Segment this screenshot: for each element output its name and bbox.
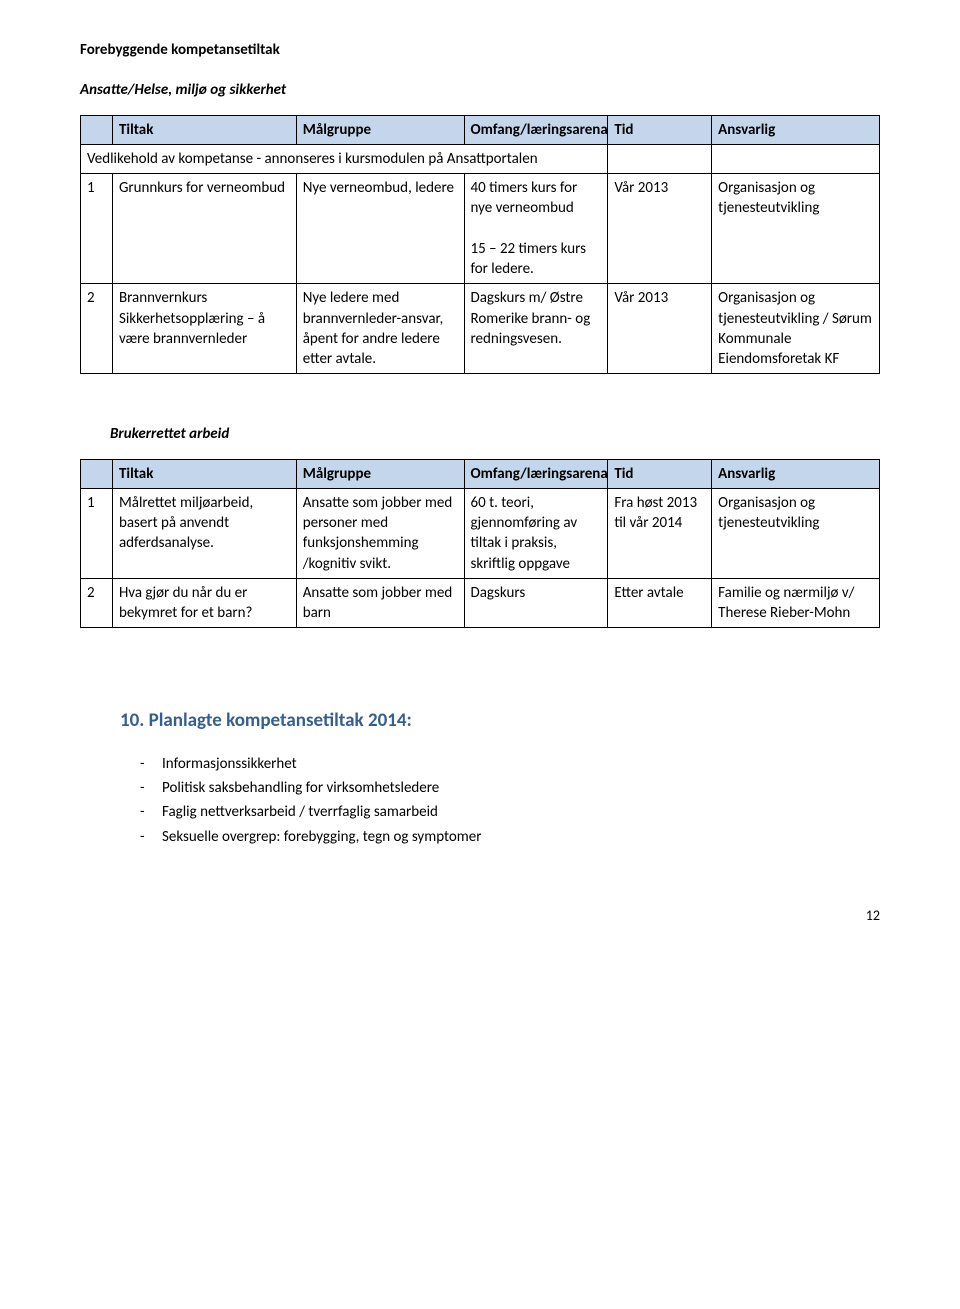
section-subheading-2: Brukerrettet arbeid bbox=[110, 424, 880, 444]
cell-n: 1 bbox=[81, 488, 113, 578]
th-malgruppe: Målgruppe bbox=[296, 115, 464, 144]
cell-tiltak: Brannvernkurs Sikkerhetsopplæring – å væ… bbox=[112, 284, 296, 374]
cell-ansvarlig: Organisasjon og tjenesteutvikling bbox=[712, 174, 880, 284]
th-ansvarlig: Ansvarlig bbox=[712, 459, 880, 488]
list-item: Politisk saksbehandling for virksomhetsl… bbox=[140, 778, 880, 798]
table-row: 2 Hva gjør du når du er bekymret for et … bbox=[81, 578, 880, 628]
table-row: 1 Grunnkurs for verneombud Nye verneombu… bbox=[81, 174, 880, 284]
cell-n: 2 bbox=[81, 284, 113, 374]
cell-omfang: 60 t. teori, gjennomføring av tiltak i p… bbox=[464, 488, 608, 578]
section-heading-1: Forebyggende kompetansetiltak bbox=[80, 40, 880, 60]
cell-malgruppe: Ansatte som jobber med barn bbox=[296, 578, 464, 628]
th-tid: Tid bbox=[608, 115, 712, 144]
cell-malgruppe: Nye ledere med brannvernleder-ansvar, åp… bbox=[296, 284, 464, 374]
cell-tiltak: Hva gjør du når du er bekymret for et ba… bbox=[112, 578, 296, 628]
cell-malgruppe: Nye verneombud, ledere bbox=[296, 174, 464, 284]
cell-omfang: 40 timers kurs for nye verneombud 15 – 2… bbox=[464, 174, 608, 284]
cell-ansvarlig: Organisasjon og tjenesteutvikling bbox=[712, 488, 880, 578]
cell-ansvarlig: Organisasjon og tjenesteutvikling / Søru… bbox=[712, 284, 880, 374]
cell-ansvarlig: Familie og nærmiljø v/ Therese Rieber-Mo… bbox=[712, 578, 880, 628]
list-item: Seksuelle overgrep: forebygging, tegn og… bbox=[140, 827, 880, 847]
section-subheading-1: Ansatte/Helse, miljø og sikkerhet bbox=[80, 80, 880, 100]
table-hms: Tiltak Målgruppe Omfang/læringsarena Tid… bbox=[80, 115, 880, 375]
th-tiltak: Tiltak bbox=[112, 459, 296, 488]
th-ansvarlig: Ansvarlig bbox=[712, 115, 880, 144]
cell-omfang: Dagskurs m/ Østre Romerike brann- og red… bbox=[464, 284, 608, 374]
th-omfang: Omfang/læringsarena bbox=[464, 115, 608, 144]
th-tid: Tid bbox=[608, 459, 712, 488]
table-span-row: Vedlikehold av kompetanse - annonseres i… bbox=[81, 144, 880, 173]
table-row: 2 Brannvernkurs Sikkerhetsopplæring – å … bbox=[81, 284, 880, 374]
cell-tid: Vår 2013 bbox=[608, 284, 712, 374]
section-heading-10: 10. Planlagte kompetansetiltak 2014: bbox=[120, 708, 880, 734]
table-row: 1 Målrettet miljøarbeid, basert på anven… bbox=[81, 488, 880, 578]
list-item: Faglig nettverksarbeid / tverrfaglig sam… bbox=[140, 802, 880, 822]
span-cell-empty2 bbox=[712, 144, 880, 173]
cell-tid: Fra høst 2013 til vår 2014 bbox=[608, 488, 712, 578]
cell-omfang: Dagskurs bbox=[464, 578, 608, 628]
cell-tid: Vår 2013 bbox=[608, 174, 712, 284]
th-num bbox=[81, 459, 113, 488]
cell-tiltak: Grunnkurs for verneombud bbox=[112, 174, 296, 284]
page-number: 12 bbox=[80, 907, 880, 926]
table-header-row: Tiltak Målgruppe Omfang/læringsarena Tid… bbox=[81, 459, 880, 488]
th-tiltak: Tiltak bbox=[112, 115, 296, 144]
span-cell-text: Vedlikehold av kompetanse - annonseres i… bbox=[81, 144, 608, 173]
cell-malgruppe: Ansatte som jobber med personer med funk… bbox=[296, 488, 464, 578]
th-num bbox=[81, 115, 113, 144]
cell-n: 2 bbox=[81, 578, 113, 628]
table-brukerrettet: Tiltak Målgruppe Omfang/læringsarena Tid… bbox=[80, 459, 880, 629]
span-cell-empty1 bbox=[608, 144, 712, 173]
cell-tid: Etter avtale bbox=[608, 578, 712, 628]
th-omfang: Omfang/læringsarena bbox=[464, 459, 608, 488]
bullet-list-2014: Informasjonssikkerhet Politisk saksbehan… bbox=[140, 754, 880, 847]
cell-tiltak: Målrettet miljøarbeid, basert på anvendt… bbox=[112, 488, 296, 578]
table-header-row: Tiltak Målgruppe Omfang/læringsarena Tid… bbox=[81, 115, 880, 144]
th-malgruppe: Målgruppe bbox=[296, 459, 464, 488]
cell-n: 1 bbox=[81, 174, 113, 284]
list-item: Informasjonssikkerhet bbox=[140, 754, 880, 774]
